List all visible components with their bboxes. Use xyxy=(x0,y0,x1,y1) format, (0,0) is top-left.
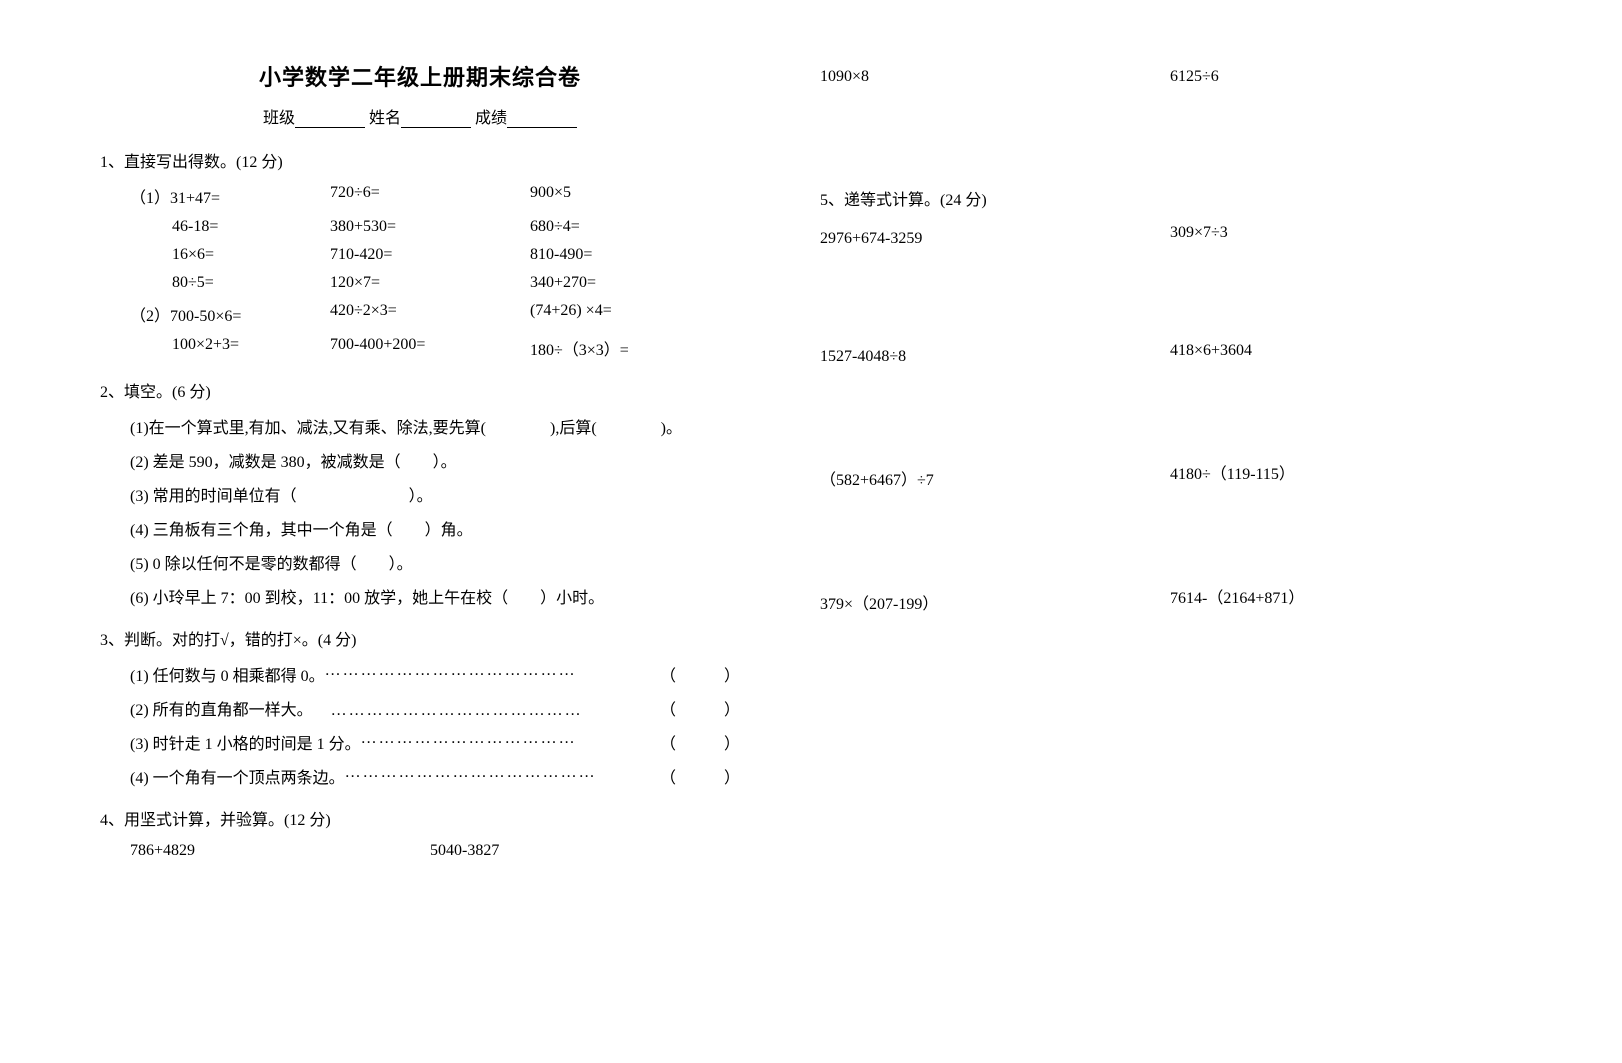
header-line: 班级 姓名 成绩 xyxy=(100,104,740,128)
q1-row: 80÷5= 120×7= 340+270= xyxy=(130,274,740,292)
s5-item: 7614-（2164+871） xyxy=(1170,584,1370,608)
q1-cell: 340+270= xyxy=(530,274,730,292)
score-label: 成绩 xyxy=(475,110,507,127)
q1-row: 46-18= 380+530= 680÷4= xyxy=(130,218,740,236)
q1-cell: 120×7= xyxy=(330,274,530,292)
judge-dots: …………………………………… xyxy=(345,764,640,788)
q1-cell: （1）31+47= xyxy=(130,184,330,208)
section3-heading: 3、判断。对的打√，错的打×。(4 分) xyxy=(100,626,740,650)
class-label: 班级 xyxy=(263,110,295,127)
judge-paren: （ ） xyxy=(640,764,740,788)
q1-cell: 46-18= xyxy=(130,218,330,236)
s5-item: 1527-4048÷8 xyxy=(820,348,1020,366)
q1-cell: 380+530= xyxy=(330,218,530,236)
fill-item: (4) 三角板有三个角，其中一个角是（ ）角。 xyxy=(130,516,740,540)
judge-paren: （ ） xyxy=(640,730,740,754)
judge-dots: ……………………………… xyxy=(361,730,640,754)
fill-item: (6) 小玲早上 7：00 到校，11：00 放学，她上午在校（ ）小时。 xyxy=(130,584,740,608)
s5-item: 418×6+3604 xyxy=(1170,342,1370,360)
judge-item: (1) 任何数与 0 相乘都得 0。 …………………………………… （ ） xyxy=(130,662,740,686)
q1-cell: (74+26) ×4= xyxy=(530,302,730,326)
q1-cell: 810-490= xyxy=(530,246,730,264)
score-blank xyxy=(507,110,577,128)
judge-item: (4) 一个角有一个顶点两条边。 …………………………………… （ ） xyxy=(130,764,740,788)
q1-cell: 80÷5= xyxy=(130,274,330,292)
q1-cell: （2）700-50×6= xyxy=(130,302,330,326)
q1-cell: 180÷（3×3）= xyxy=(530,336,730,360)
fill-item: (2) 差是 590，减数是 380，被减数是（ ）。 xyxy=(130,448,740,472)
judge-item: (3) 时针走 1 小格的时间是 1 分。 ……………………………… （ ） xyxy=(130,730,740,754)
s5-item: 309×7÷3 xyxy=(1170,224,1370,242)
name-label: 姓名 xyxy=(369,110,401,127)
q1-row: 100×2+3= 700-400+200= 180÷（3×3）= xyxy=(130,336,740,360)
calc-row: 786+4829 5040-3827 xyxy=(130,842,740,860)
s5-item: 379×（207-199） xyxy=(820,590,1020,614)
fill-item: (5) 0 除以任何不是零的数都得（ ）。 xyxy=(130,550,740,574)
name-blank xyxy=(401,110,471,128)
exam-title: 小学数学二年级上册期末综合卷 xyxy=(100,60,740,92)
q1-cell: 680÷4= xyxy=(530,218,730,236)
section5-heading: 5、递等式计算。(24 分) xyxy=(820,186,1020,210)
section4-heading: 4、用坚式计算，并验算。(12 分) xyxy=(100,806,740,830)
q1-cell: 900×5 xyxy=(530,184,730,208)
q1-cell: 710-420= xyxy=(330,246,530,264)
class-blank xyxy=(295,110,365,128)
section1-heading: 1、直接写出得数。(12 分) xyxy=(100,148,740,172)
q1-row: 16×6= 710-420= 810-490= xyxy=(130,246,740,264)
s5-item: （582+6467）÷7 xyxy=(820,466,1020,490)
judge-dots: …………………………………… xyxy=(313,696,640,720)
judge-item: (2) 所有的直角都一样大。 …………………………………… （ ） xyxy=(130,696,740,720)
s5-item: 4180÷（119-115） xyxy=(1170,460,1370,484)
q1-cell: 16×6= xyxy=(130,246,330,264)
right-top-b: 6125÷6 xyxy=(1170,68,1370,86)
q1-cell: 700-400+200= xyxy=(330,336,530,360)
fill-item: (3) 常用的时间单位有（ ）。 xyxy=(130,482,740,506)
calc-item: 5040-3827 xyxy=(430,842,730,860)
q1-row: （1）31+47= 720÷6= 900×5 xyxy=(130,184,740,208)
judge-text: (1) 任何数与 0 相乘都得 0。 xyxy=(130,662,325,686)
judge-text: (2) 所有的直角都一样大。 xyxy=(130,696,313,720)
q1-cell: 720÷6= xyxy=(330,184,530,208)
fill-item: (1)在一个算式里,有加、减法,又有乘、除法,要先算( ),后算( )。 xyxy=(130,414,740,438)
right-top-a: 1090×8 xyxy=(820,68,1020,86)
section2-heading: 2、填空。(6 分) xyxy=(100,378,740,402)
judge-text: (3) 时针走 1 小格的时间是 1 分。 xyxy=(130,730,361,754)
judge-paren: （ ） xyxy=(640,696,740,720)
s5-item: 2976+674-3259 xyxy=(820,230,1020,248)
judge-dots: …………………………………… xyxy=(325,662,640,686)
judge-text: (4) 一个角有一个顶点两条边。 xyxy=(130,764,345,788)
calc-item: 786+4829 xyxy=(130,842,430,860)
q1-cell: 420÷2×3= xyxy=(330,302,530,326)
q1-cell: 100×2+3= xyxy=(130,336,330,360)
q1-row: （2）700-50×6= 420÷2×3= (74+26) ×4= xyxy=(130,302,740,326)
judge-paren: （ ） xyxy=(640,662,740,686)
